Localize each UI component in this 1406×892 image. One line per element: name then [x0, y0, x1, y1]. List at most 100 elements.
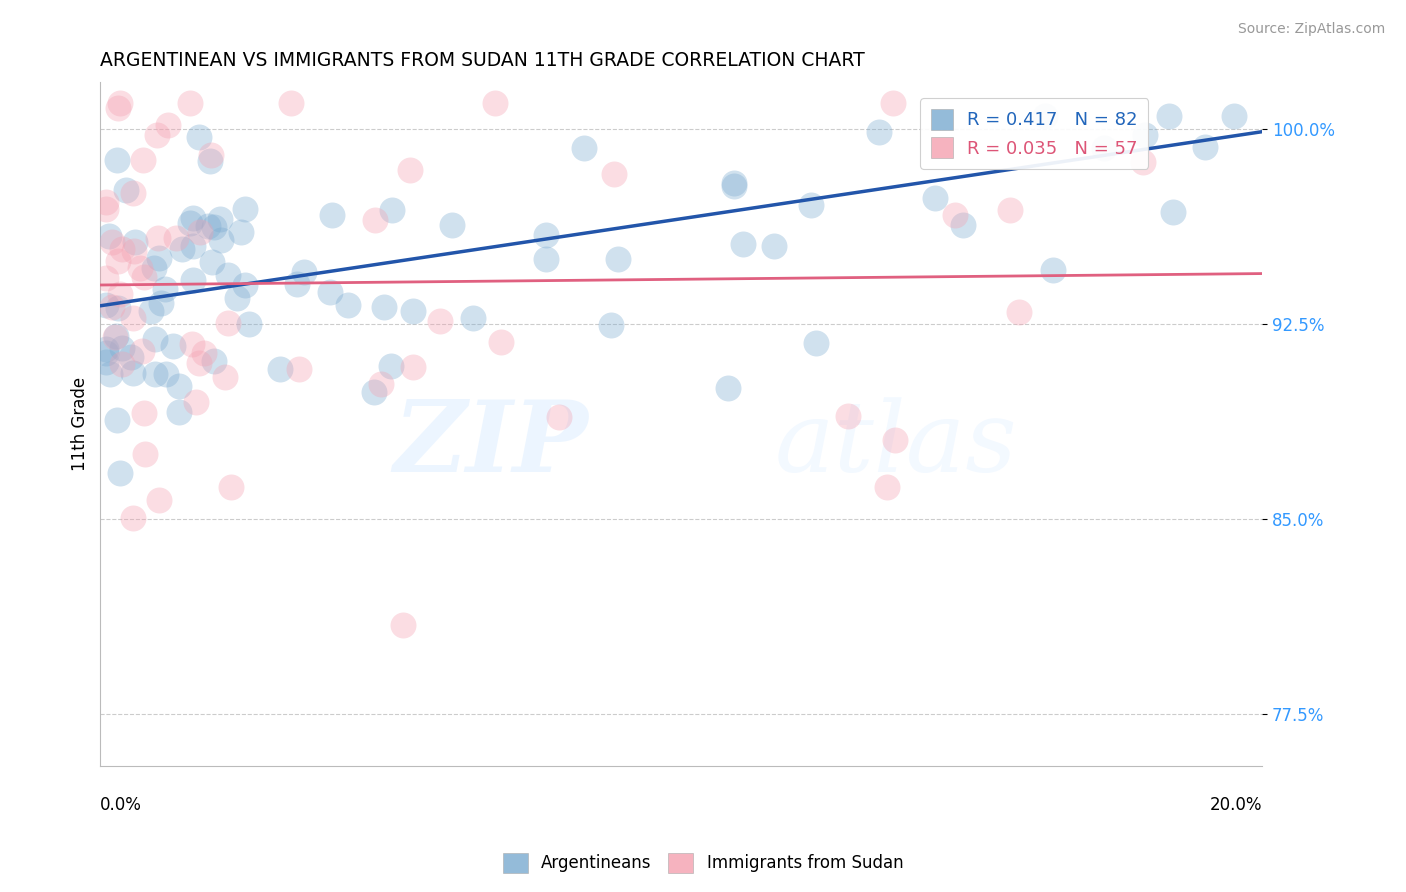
Point [924, 190, 946, 204]
Point [167, 379, 190, 393]
Point [111, 243, 134, 257]
Point [214, 370, 236, 384]
Point [319, 285, 342, 299]
Text: ARGENTINEAN VS IMMIGRANTS FROM SUDAN 11TH GRADE CORRELATION CHART: ARGENTINEAN VS IMMIGRANTS FROM SUDAN 11T… [100, 51, 865, 70]
Point [229, 225, 252, 239]
Point [105, 328, 128, 343]
Point [134, 270, 156, 285]
Text: Source: ZipAtlas.com: Source: ZipAtlas.com [1237, 22, 1385, 37]
Point [96, 298, 118, 312]
Point [548, 409, 571, 424]
Point [1157, 109, 1180, 123]
Point [202, 219, 225, 234]
Point [572, 141, 595, 155]
Point [943, 208, 966, 222]
Point [763, 239, 786, 253]
Point [179, 216, 201, 230]
Point [110, 467, 132, 481]
Point [200, 148, 222, 162]
Point [181, 239, 204, 253]
Point [370, 376, 392, 391]
Point [1161, 205, 1184, 219]
Point [217, 268, 239, 283]
Point [217, 317, 239, 331]
Point [285, 277, 308, 292]
Point [149, 296, 172, 310]
Point [363, 384, 385, 399]
Point [145, 128, 167, 142]
Point [868, 125, 890, 139]
Point [380, 359, 402, 374]
Point [733, 237, 755, 252]
Point [96, 346, 118, 360]
Point [155, 367, 177, 381]
Point [1194, 139, 1216, 153]
Point [101, 235, 124, 249]
Point [110, 96, 132, 111]
Point [132, 153, 155, 167]
Point [128, 261, 150, 276]
Point [172, 242, 194, 256]
Point [600, 318, 623, 332]
Point [1008, 305, 1031, 319]
Point [190, 225, 212, 239]
Text: 20.0%: 20.0% [1209, 797, 1263, 814]
Point [201, 254, 224, 268]
Point [876, 480, 898, 494]
Point [800, 198, 823, 212]
Point [461, 311, 484, 326]
Point [723, 179, 745, 194]
Point [219, 480, 242, 494]
Point [380, 202, 402, 217]
Point [484, 96, 506, 111]
Point [225, 292, 247, 306]
Point [952, 218, 974, 232]
Point [107, 254, 129, 268]
Point [717, 381, 740, 395]
Point [429, 313, 451, 327]
Point [179, 96, 201, 111]
Point [143, 333, 166, 347]
Point [373, 300, 395, 314]
Point [337, 298, 360, 312]
Point [181, 211, 204, 225]
Point [1042, 262, 1064, 277]
Point [115, 183, 138, 197]
Point [288, 362, 311, 376]
Point [603, 167, 626, 181]
Point [402, 303, 425, 318]
Point [111, 342, 134, 356]
Point [1035, 109, 1057, 123]
Point [884, 434, 907, 448]
Point [134, 447, 156, 461]
Point [280, 96, 302, 111]
Point [193, 345, 215, 359]
Point [1223, 109, 1246, 123]
Point [233, 202, 256, 217]
Point [148, 493, 170, 508]
Point [202, 353, 225, 368]
Point [187, 130, 209, 145]
Point [188, 355, 211, 369]
Point [209, 212, 232, 227]
Point [107, 413, 129, 427]
Point [184, 395, 207, 409]
Point [98, 228, 121, 243]
Point [107, 301, 129, 315]
Point [165, 231, 187, 245]
Point [146, 231, 169, 245]
Point [489, 334, 512, 349]
Point [292, 265, 315, 279]
Point [1135, 128, 1157, 142]
Point [96, 202, 118, 217]
Point [107, 101, 129, 115]
Text: ZIP: ZIP [394, 396, 588, 492]
Legend: Argentineans, Immigrants from Sudan: Argentineans, Immigrants from Sudan [496, 847, 910, 880]
Point [402, 359, 425, 374]
Point [131, 344, 153, 359]
Point [122, 311, 145, 326]
Point [233, 278, 256, 293]
Point [104, 330, 127, 344]
Point [723, 176, 745, 190]
Text: atlas: atlas [775, 397, 1017, 492]
